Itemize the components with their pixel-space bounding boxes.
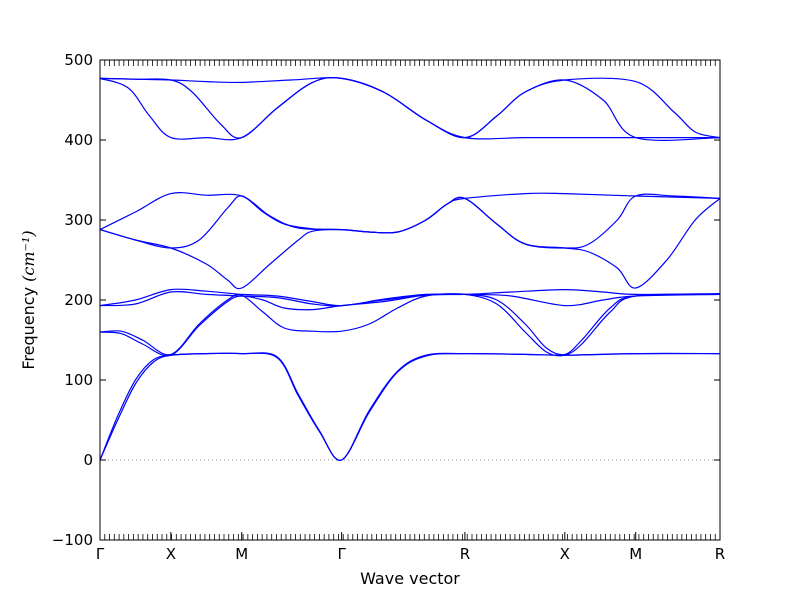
y-tick-label: 300 [64, 211, 93, 229]
band-line-2 [99, 352, 721, 461]
y-tick-label: 200 [64, 291, 93, 309]
x-tick-label: X [166, 545, 176, 563]
x-tick-label: R [460, 545, 470, 563]
y-tick-label: 0 [83, 451, 93, 469]
band-line-6 [99, 288, 721, 307]
x-tick-label: M [235, 545, 248, 563]
y-axis-label: Frequency (cm⁻¹) [19, 230, 38, 369]
x-tick-label: M [629, 545, 642, 563]
y-axis-label-unit: (cm⁻¹) [19, 230, 38, 281]
plot-frame [99, 59, 721, 541]
y-axis-ticks: −100 0 100 200 300 400 500 [52, 51, 720, 549]
band-line-9 [99, 192, 721, 249]
y-tick-label: 400 [64, 131, 93, 149]
band-line-7 [99, 192, 721, 249]
x-axis-label: Wave vector [360, 569, 460, 588]
y-tick-label: 100 [64, 371, 93, 389]
y-tick-label: 500 [64, 51, 93, 69]
x-tick-label: R [715, 545, 725, 563]
x-tick-label: X [560, 545, 570, 563]
band-line-12 [99, 77, 720, 140]
y-tick-label: −100 [52, 531, 93, 549]
band-line-3 [99, 293, 721, 357]
y-axis-label-text: Frequency [19, 287, 38, 370]
x-tick-label: Γ [337, 545, 346, 563]
band-line-1 [99, 352, 721, 461]
plot-lines [99, 77, 721, 461]
band-line-10 [99, 77, 721, 139]
x-tick-label: Γ [96, 545, 105, 563]
band-line-4 [99, 293, 721, 356]
